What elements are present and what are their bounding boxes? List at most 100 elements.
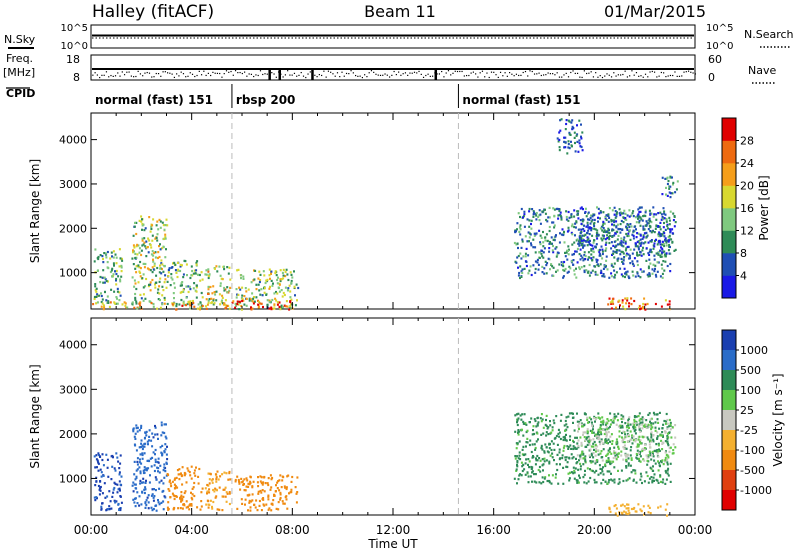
data-cell xyxy=(542,469,544,472)
data-cell xyxy=(649,512,652,515)
data-cell xyxy=(280,486,283,489)
data-cell xyxy=(296,299,298,302)
data-cell xyxy=(178,303,181,306)
nave-point xyxy=(567,76,570,78)
data-cell xyxy=(664,456,667,459)
data-cell xyxy=(666,454,669,457)
data-cell xyxy=(657,481,660,484)
data-cell xyxy=(93,496,96,499)
data-cell xyxy=(190,274,193,277)
data-cell xyxy=(236,507,239,510)
data-cell xyxy=(609,510,612,513)
data-cell xyxy=(569,438,571,441)
data-cell xyxy=(642,307,644,310)
data-cell xyxy=(185,304,187,307)
colorbar-swatch xyxy=(722,208,736,231)
data-cell xyxy=(582,476,585,479)
data-cell xyxy=(548,462,551,465)
data-cell xyxy=(629,464,632,467)
data-cell xyxy=(275,507,278,510)
data-cell xyxy=(570,216,573,219)
nave-point xyxy=(681,75,683,77)
data-cell xyxy=(140,462,143,465)
data-cell xyxy=(100,292,102,295)
data-cell xyxy=(668,425,671,428)
freq-tick-high: 18 xyxy=(66,53,80,66)
data-cell xyxy=(609,462,611,465)
data-cell xyxy=(670,436,673,439)
data-cell xyxy=(107,301,110,304)
data-cell xyxy=(562,262,564,265)
data-cell xyxy=(669,185,672,188)
data-cell xyxy=(613,478,616,481)
data-cell xyxy=(571,457,574,460)
data-cell xyxy=(541,418,544,421)
data-cell xyxy=(112,262,115,265)
data-cell xyxy=(528,460,531,463)
data-cell xyxy=(265,293,268,296)
data-cell xyxy=(586,431,589,434)
data-cell xyxy=(568,479,571,482)
data-cell xyxy=(279,491,282,494)
data-cell xyxy=(538,481,541,484)
data-cell xyxy=(576,140,579,143)
data-cell xyxy=(605,230,608,233)
data-cell xyxy=(277,276,279,279)
nave-point xyxy=(332,73,334,75)
data-cell xyxy=(625,247,628,250)
data-cell xyxy=(139,267,142,270)
data-cell xyxy=(625,458,628,461)
data-cell xyxy=(119,508,122,512)
data-cell xyxy=(231,301,234,304)
data-cell xyxy=(650,454,653,457)
data-cell xyxy=(591,460,594,463)
data-cell xyxy=(557,208,560,211)
data-cell xyxy=(514,457,517,460)
data-cell xyxy=(518,440,521,443)
data-cell xyxy=(139,260,142,264)
data-cell xyxy=(665,478,668,481)
data-cell xyxy=(161,444,164,447)
nave-point xyxy=(216,72,219,75)
data-cell xyxy=(667,456,670,459)
nave-point xyxy=(225,70,228,72)
data-cell xyxy=(655,252,658,255)
data-cell xyxy=(600,420,603,423)
data-cell xyxy=(243,478,246,481)
data-cell xyxy=(527,458,530,461)
data-cell xyxy=(672,183,674,186)
data-cell xyxy=(146,459,149,462)
data-cell xyxy=(601,468,603,471)
data-cell xyxy=(110,478,113,481)
data-cell xyxy=(625,447,628,450)
data-cell xyxy=(615,226,618,229)
data-cell xyxy=(644,308,647,311)
data-cell xyxy=(601,459,604,462)
data-cell xyxy=(658,411,661,414)
data-cell xyxy=(621,299,624,302)
data-cell xyxy=(580,239,583,242)
data-cell xyxy=(225,472,228,475)
data-cell xyxy=(667,240,670,243)
data-cell xyxy=(189,288,192,291)
data-cell xyxy=(585,215,588,218)
data-cell xyxy=(646,463,649,466)
data-cell xyxy=(601,456,604,459)
data-cell xyxy=(160,501,163,504)
data-cell xyxy=(669,210,672,213)
data-cell xyxy=(659,255,662,258)
nave-point xyxy=(114,75,117,77)
data-cell xyxy=(644,303,647,306)
data-cell xyxy=(135,256,138,259)
data-cell xyxy=(619,267,622,270)
data-cell xyxy=(533,211,535,214)
data-cell xyxy=(111,275,113,278)
data-cell xyxy=(135,221,138,224)
data-cell xyxy=(259,475,262,478)
data-cell xyxy=(149,230,152,233)
nave-point xyxy=(642,76,644,78)
data-cell xyxy=(669,230,672,233)
data-cell xyxy=(642,418,645,421)
nave-point xyxy=(504,72,506,74)
data-cell xyxy=(657,469,660,472)
